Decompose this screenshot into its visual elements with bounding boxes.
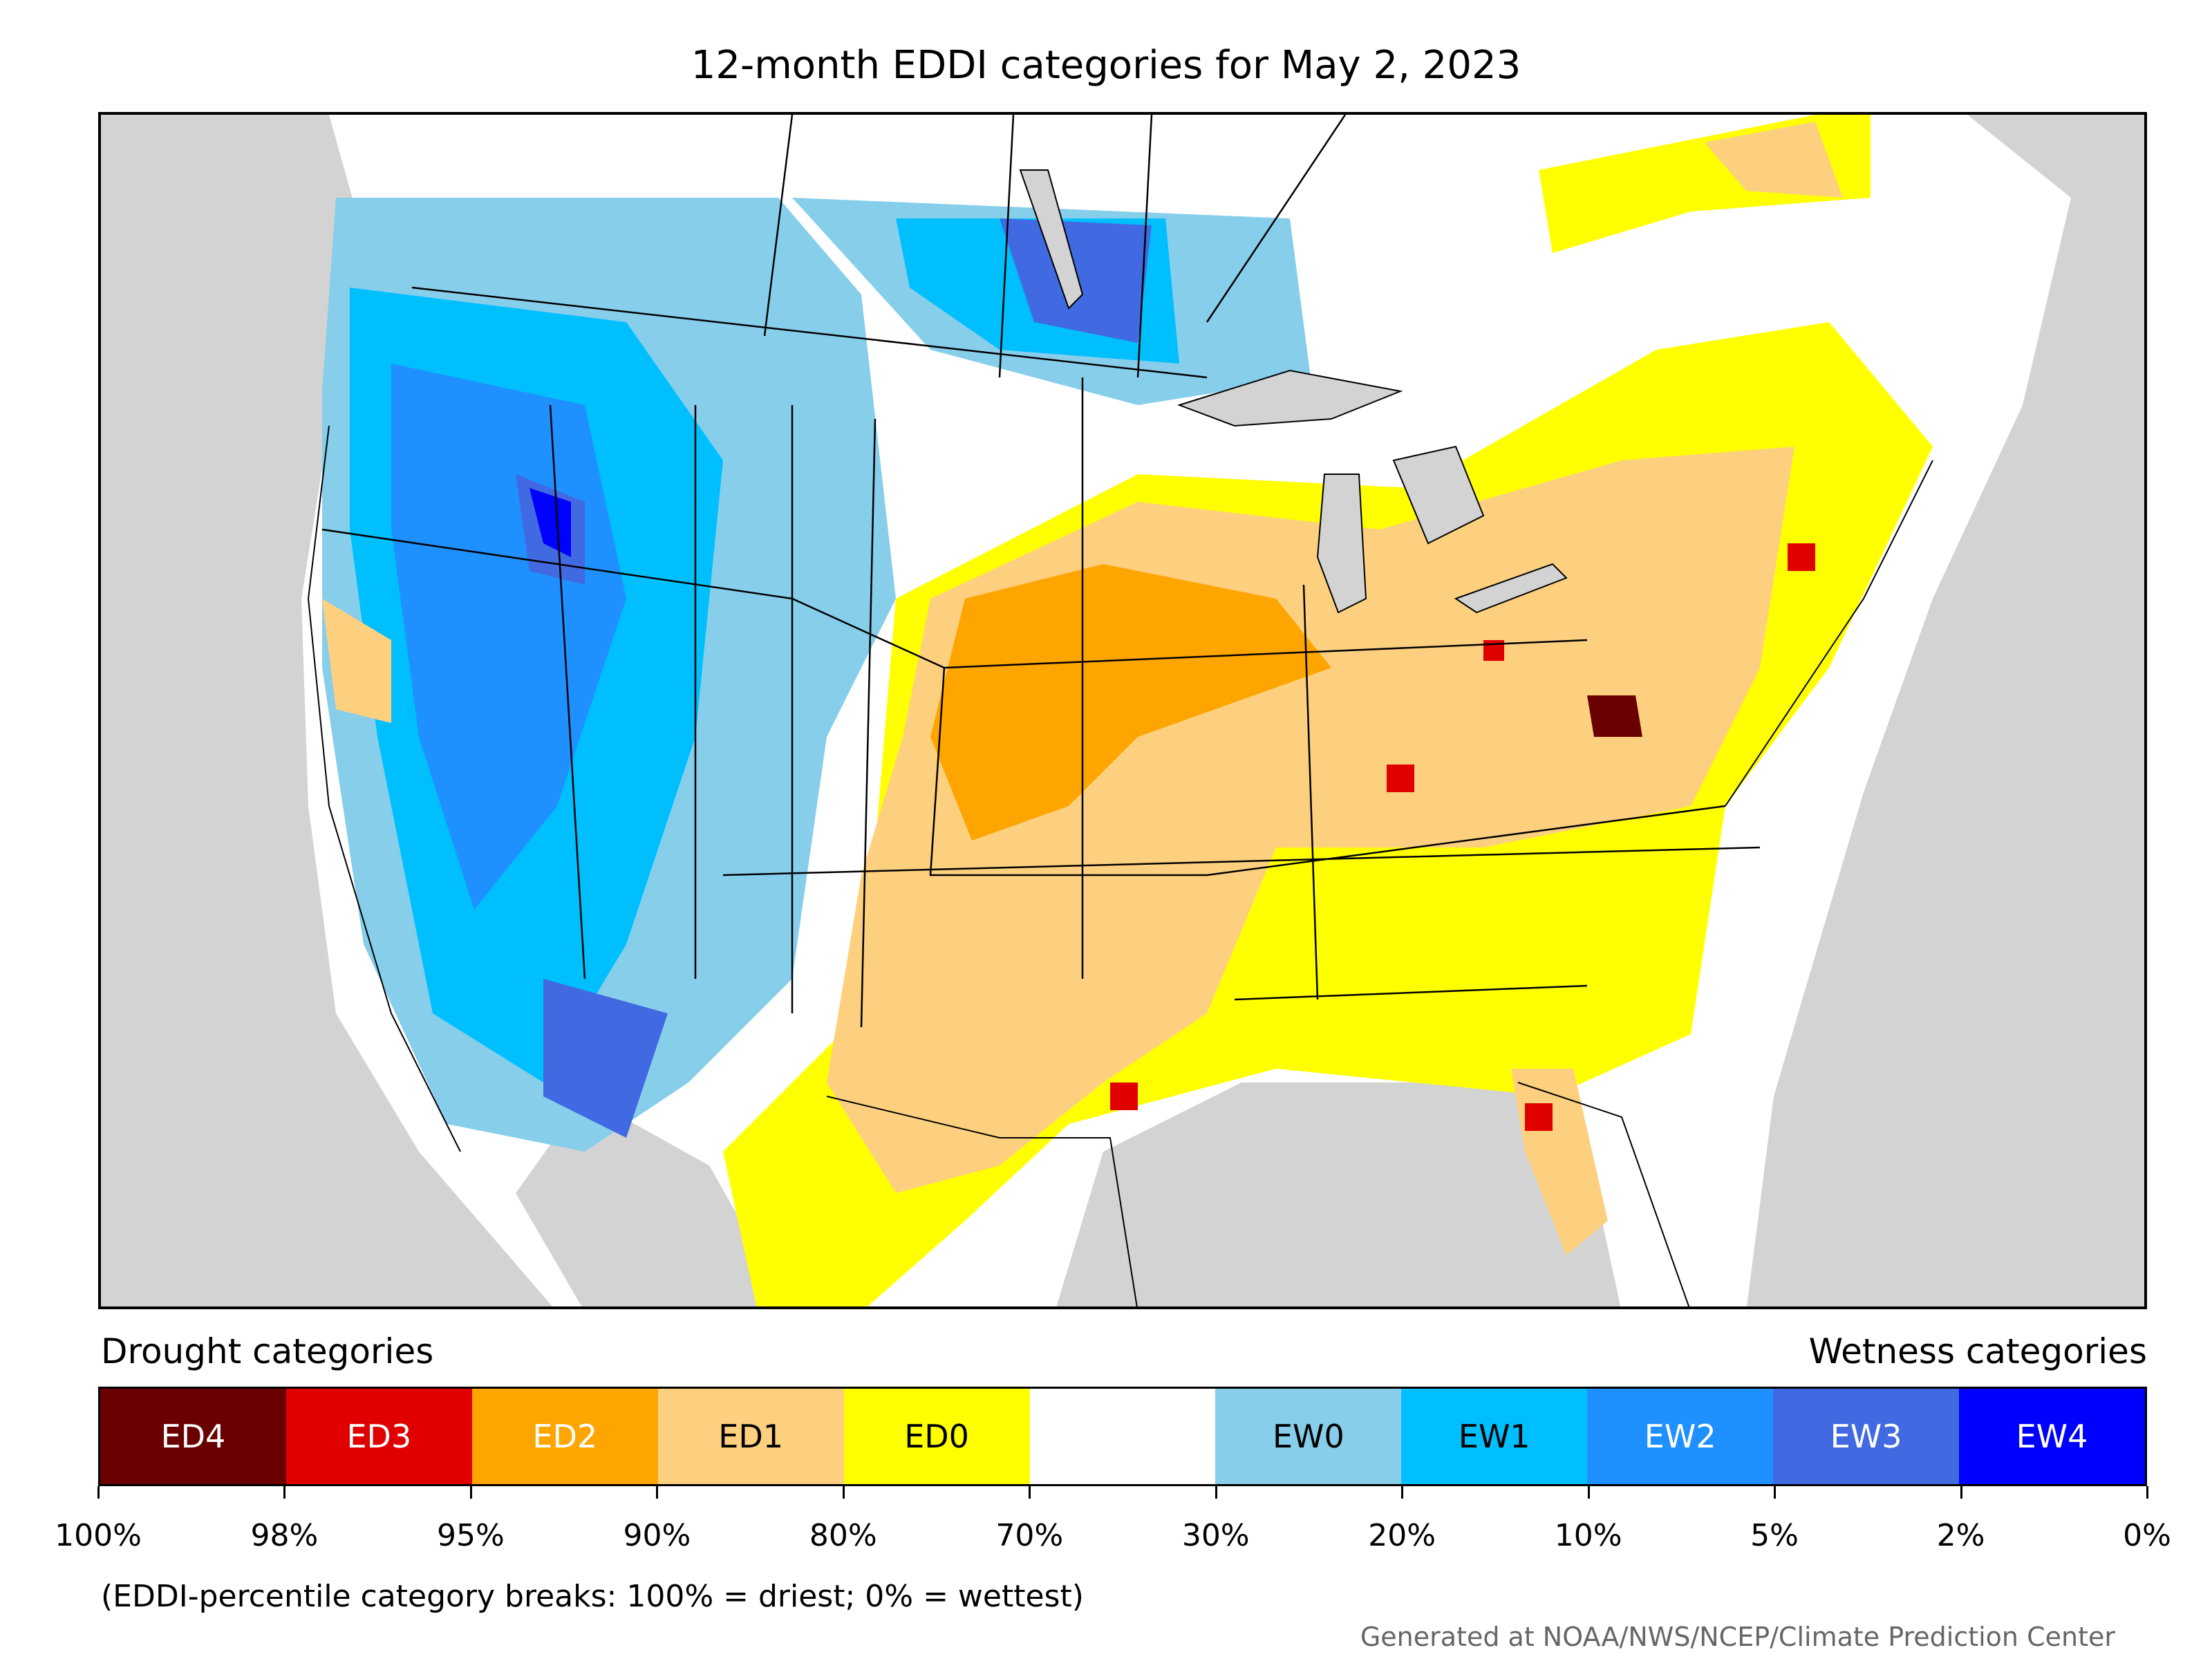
ed4-virginia [1587, 695, 1642, 737]
colorbar-swatch-ew4: EW4 [1959, 1389, 2145, 1484]
colorbar-tick-label: 10% [1554, 1518, 1622, 1553]
colorbar-tick-label: 90% [623, 1518, 691, 1553]
colorbar-swatch-ew1: EW1 [1401, 1389, 1588, 1484]
ed1-california [322, 599, 391, 723]
colorbar-tick-label: 0% [2123, 1518, 2171, 1553]
lake-erie [1454, 563, 1568, 614]
colorbar-tick [842, 1486, 845, 1499]
colorbar-swatch-ed1: ED1 [657, 1389, 844, 1484]
ew2-southwest [543, 979, 668, 1138]
colorbar-tick-label: 70% [995, 1518, 1064, 1553]
ed3-kentucky [1387, 765, 1414, 792]
colorbar-tick [1029, 1486, 1031, 1499]
colorbar-swatch-ew2: EW2 [1587, 1389, 1774, 1484]
ed3-massachusetts [1788, 543, 1815, 571]
colorbar-tick [1587, 1486, 1590, 1499]
ed3-ohio [1483, 640, 1504, 661]
drought-categories-heading: Drought categories [101, 1331, 434, 1371]
eddi-map [98, 112, 2147, 1309]
colorbar-tick-label: 100% [55, 1518, 142, 1553]
colorbar-swatch-ed0: ED0 [843, 1389, 1030, 1484]
colorbar-tick [2146, 1486, 2148, 1499]
colorbar-tick [283, 1486, 286, 1499]
colorbar-tick-label: 5% [1750, 1518, 1799, 1553]
lake-huron [1392, 445, 1485, 545]
colorbar-swatch-ew3: EW3 [1773, 1389, 1960, 1484]
colorbar-swatch-ed3: ED3 [285, 1389, 472, 1484]
ed3-texas [1110, 1082, 1138, 1110]
ed1-ne-orange [1705, 122, 1843, 198]
colorbar-tick-label: 98% [250, 1518, 319, 1553]
colorbar-tick-label: 2% [1936, 1518, 1985, 1553]
lake-michigan [1316, 474, 1367, 614]
colorbar-tick [1774, 1486, 1777, 1499]
coastlines [307, 425, 1933, 1306]
ed3-florida [1525, 1103, 1553, 1131]
lake-winnipeg [1019, 169, 1084, 310]
colorbar-swatch-ew0: EW0 [1215, 1389, 1402, 1484]
colorbar-tick [1215, 1486, 1217, 1499]
colorbar-ticks [97, 1486, 2148, 1500]
colorbar-swatch-ed2: ED2 [471, 1389, 658, 1484]
map-canvas [301, 115, 2071, 1306]
colorbar-swatch-ed4: ED4 [100, 1389, 286, 1484]
ew4-west [529, 488, 571, 557]
wetness-categories-heading: Wetness categories [1808, 1331, 2147, 1371]
colorbar-tick-label: 20% [1368, 1518, 1436, 1553]
colorbar-tick-label: 80% [809, 1518, 877, 1553]
state-boundaries [321, 115, 1761, 1028]
colorbar-tick [656, 1486, 659, 1499]
percentile-note: (EDDI-percentile category breaks: 100% =… [101, 1579, 1084, 1614]
colorbar-tick-label: 95% [437, 1518, 505, 1553]
map-title: 12-month EDDI categories for May 2, 2023 [691, 43, 1521, 88]
colorbar-tick [469, 1486, 472, 1499]
colorbar-tick [1960, 1486, 1962, 1499]
lake-superior [1177, 369, 1403, 427]
credit-line: Generated at NOAA/NWS/NCEP/Climate Predi… [1360, 1622, 2115, 1652]
category-colorbar: ED4 ED3 ED2 ED1 ED0 EW0 EW1 EW2 EW3 EW4 [98, 1387, 2147, 1486]
colorbar-tick-label: 30% [1181, 1518, 1250, 1553]
colorbar-tick [1401, 1486, 1404, 1499]
colorbar-tick [97, 1486, 100, 1499]
ed2-central [930, 564, 1331, 841]
colorbar-swatch-normal [1029, 1389, 1216, 1484]
